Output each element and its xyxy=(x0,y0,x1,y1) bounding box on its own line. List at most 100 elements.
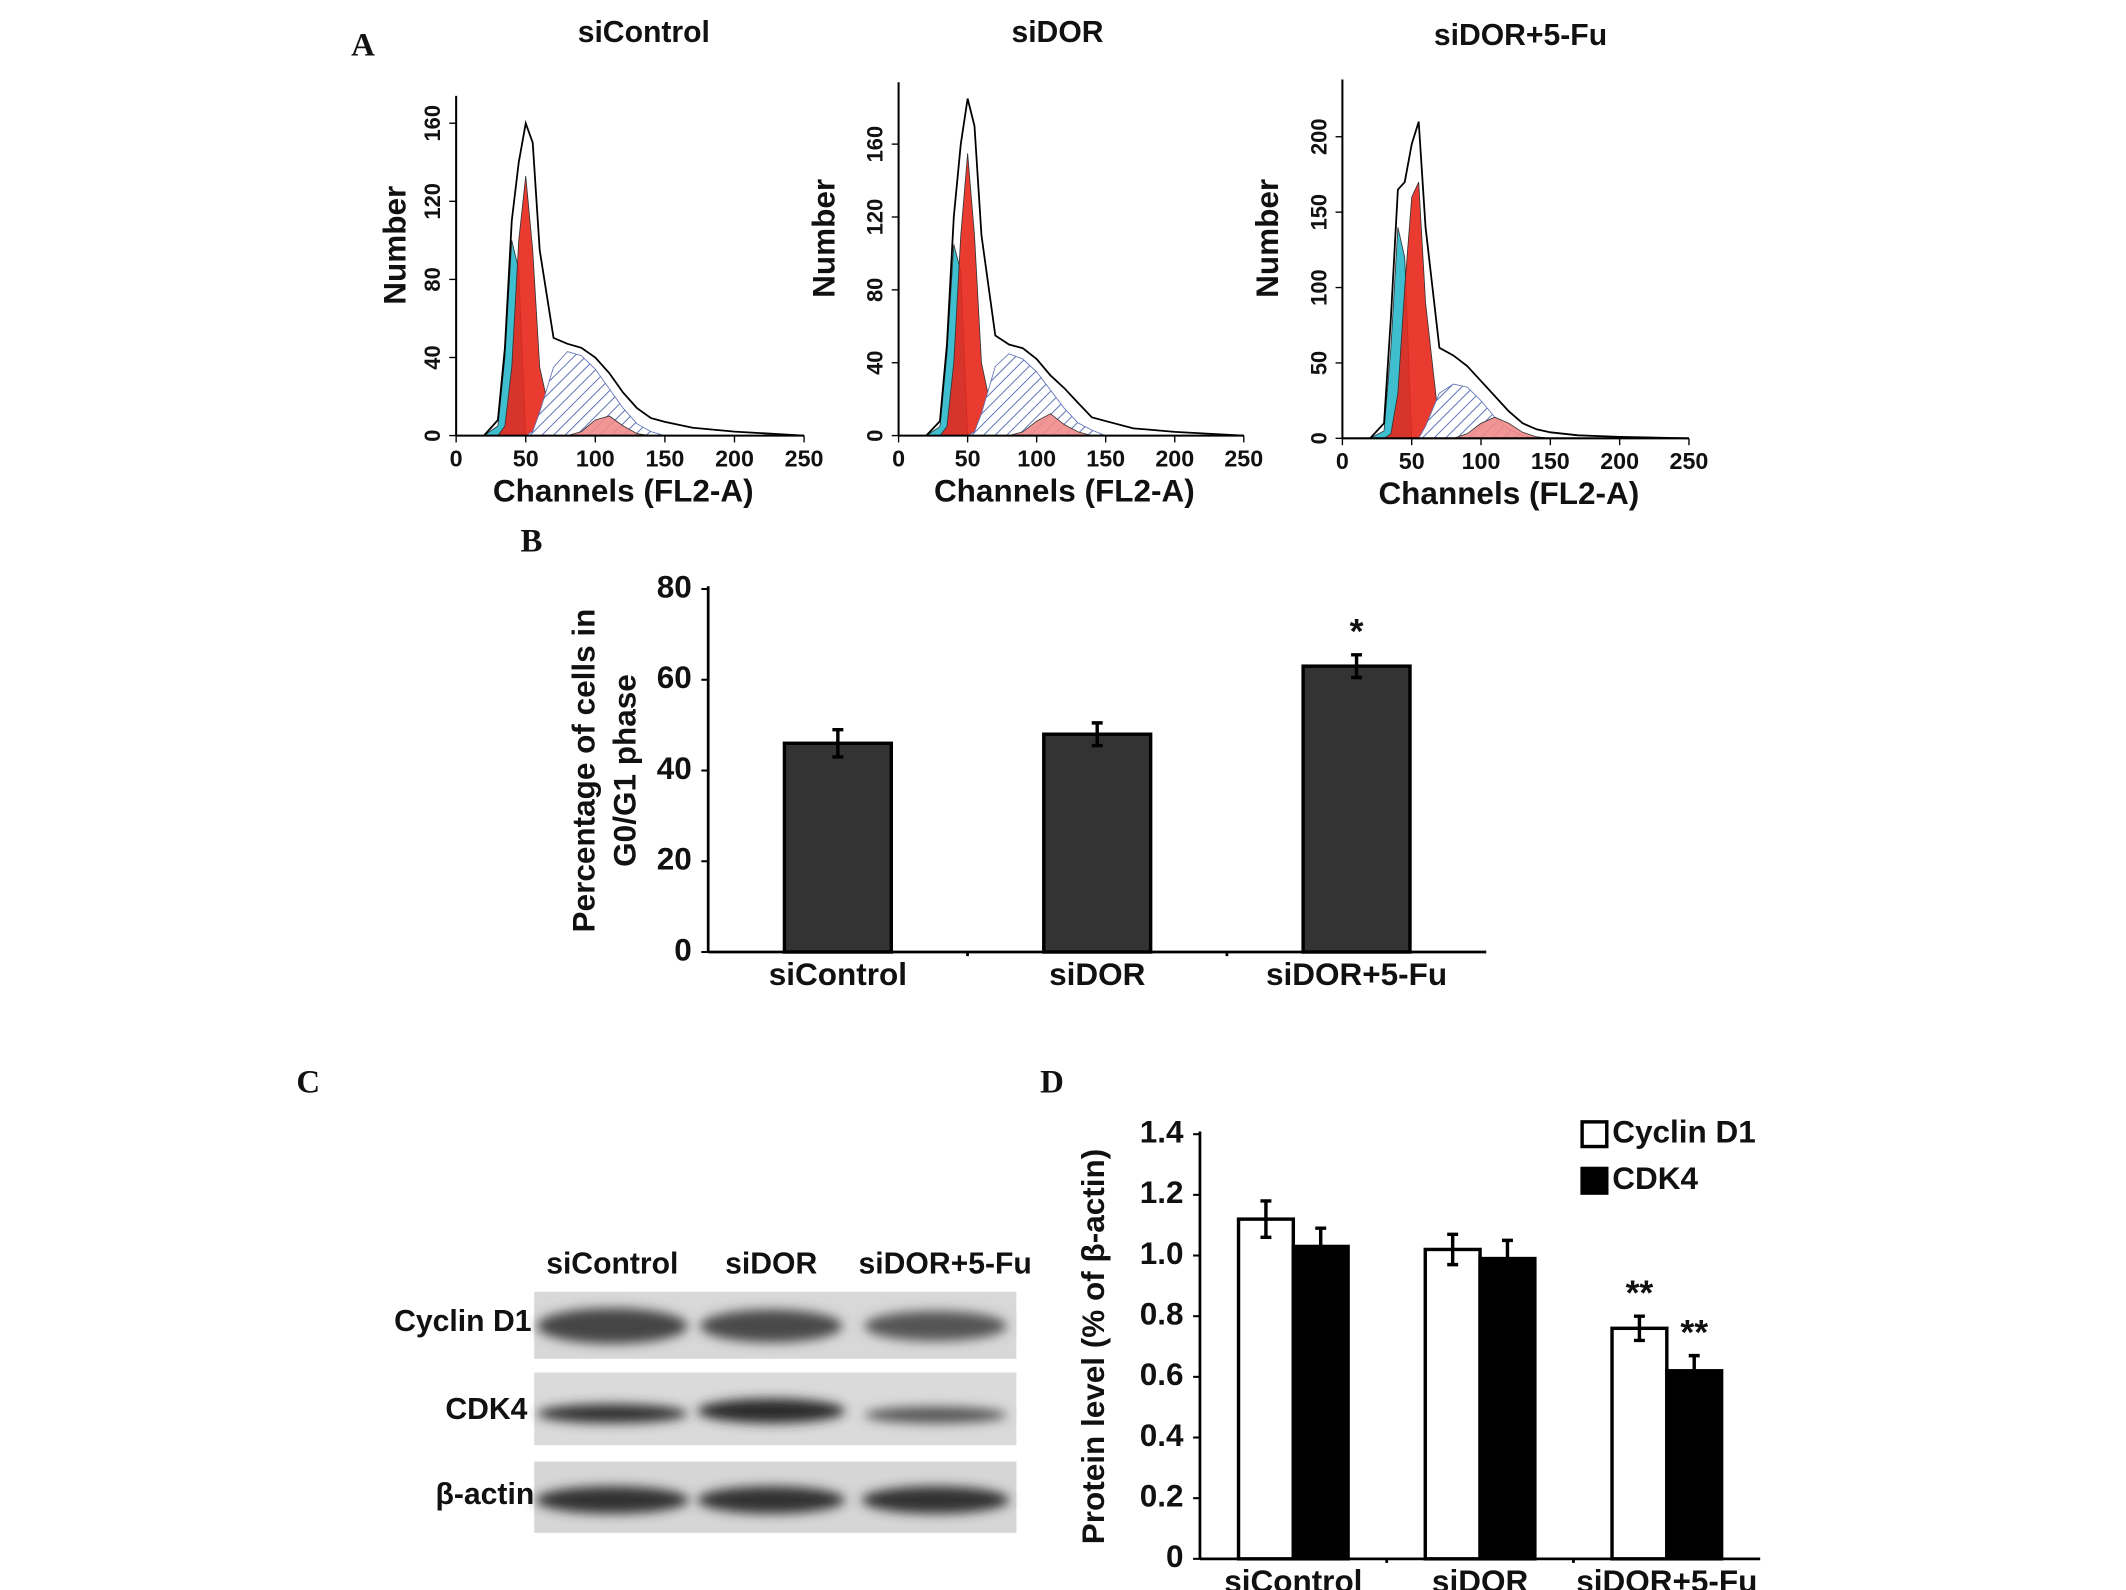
x-tick-label: siDOR xyxy=(1432,1563,1529,1590)
lane-label: siDOR xyxy=(725,1248,817,1281)
significance-label: * xyxy=(1350,612,1364,652)
y-tick-label: 0.6 xyxy=(1140,1356,1184,1392)
legend-swatch xyxy=(1580,1120,1609,1149)
significance-label: ** xyxy=(1680,1312,1708,1352)
y-tick-label: 40 xyxy=(862,351,887,375)
y-axis-label: Number xyxy=(1249,179,1285,298)
legend-swatch xyxy=(1580,1166,1609,1195)
row-label: CDK4 xyxy=(445,1393,527,1426)
row-label: Cyclin D1 xyxy=(394,1305,531,1338)
x-tick-label: 0 xyxy=(892,445,905,471)
y-tick-label: 1.4 xyxy=(1140,1114,1184,1150)
y-tick-label: 80 xyxy=(657,568,692,604)
band xyxy=(861,1486,1010,1514)
y-tick-label: 100 xyxy=(1306,269,1331,306)
x-tick-label: 0 xyxy=(1336,448,1349,474)
y-tick-label: 0 xyxy=(1166,1538,1184,1574)
x-tick-label: 100 xyxy=(576,445,615,471)
y-tick-label: 0 xyxy=(420,430,445,442)
y-axis-label: G0/G1 phase xyxy=(607,674,643,867)
x-tick-label: 0 xyxy=(450,445,463,471)
area xyxy=(926,153,1244,437)
y-tick-label: 40 xyxy=(657,750,692,786)
x-tick-label: 150 xyxy=(1086,445,1125,471)
significance-label: ** xyxy=(1626,1273,1654,1313)
error-bar xyxy=(1260,1199,1272,1240)
bar xyxy=(1610,1326,1669,1561)
band xyxy=(536,1308,688,1344)
x-tick-label: 200 xyxy=(715,445,754,471)
envelope-line xyxy=(1369,121,1689,440)
band xyxy=(536,1404,688,1424)
western-blot: siControl siDOR siDOR+5-Fu Cyclin D1 CDK… xyxy=(394,1248,1032,1533)
y-tick-label: 60 xyxy=(657,659,692,695)
x-tick-label: 50 xyxy=(513,445,539,471)
x-tick-label: siControl xyxy=(769,956,907,992)
x-tick-label: 250 xyxy=(1224,445,1263,471)
lane-label: siControl xyxy=(546,1248,678,1281)
area xyxy=(483,175,805,437)
x-tick-label: 50 xyxy=(955,445,981,471)
figure-body: A B C D siControl siDOR siDOR+5-Fu Cycli… xyxy=(296,16,1761,1590)
y-axis-label: Protein level (% of β-actin) xyxy=(1075,1149,1111,1545)
y-tick-label: 20 xyxy=(657,841,692,877)
error-bar xyxy=(1315,1226,1327,1267)
y-tick-label: 0.8 xyxy=(1140,1296,1184,1332)
y-tick-label: 0.2 xyxy=(1140,1477,1184,1513)
panel-label: C xyxy=(296,1064,320,1100)
y-tick-label: 50 xyxy=(1306,351,1331,375)
x-tick-label: 250 xyxy=(785,445,824,471)
y-tick-label: 1.0 xyxy=(1140,1235,1184,1271)
bar xyxy=(782,741,893,954)
y-tick-label: 160 xyxy=(420,105,445,142)
x-tick-label: 50 xyxy=(1399,448,1425,474)
y-tick-label: 0 xyxy=(1306,432,1331,444)
envelope-line xyxy=(925,98,1244,437)
y-tick-label: 80 xyxy=(862,278,887,302)
y-tick-label: 0 xyxy=(862,430,887,442)
error-bar xyxy=(1091,721,1103,748)
blot-bands xyxy=(535,1308,1010,1514)
x-axis-label: Channels (FL2-A) xyxy=(493,472,754,508)
panel-label: A xyxy=(351,27,375,63)
band xyxy=(535,1486,690,1514)
band xyxy=(699,1309,843,1343)
band xyxy=(864,1310,1007,1342)
bar xyxy=(1236,1217,1296,1561)
x-tick-label: 100 xyxy=(1017,445,1056,471)
bar xyxy=(1291,1244,1350,1561)
bar xyxy=(1423,1247,1482,1561)
y-tick-label: 1.2 xyxy=(1140,1174,1184,1210)
panel-label: B xyxy=(521,523,543,559)
x-tick-label: siDOR+5-Fu xyxy=(1266,956,1447,992)
row-label: β-actin xyxy=(435,1478,534,1511)
y-tick-label: 120 xyxy=(862,199,887,236)
error-bar xyxy=(1633,1314,1645,1343)
x-tick-label: 200 xyxy=(1600,448,1639,474)
y-axis-label: Percentage of cells in xyxy=(566,609,602,933)
error-bar xyxy=(1501,1238,1513,1279)
envelope-line xyxy=(483,119,805,437)
y-tick-label: 0 xyxy=(674,931,692,967)
band xyxy=(864,1406,1007,1424)
y-tick-label: 0.4 xyxy=(1140,1417,1184,1453)
chart-title: siControl xyxy=(578,16,710,49)
x-tick-label: 150 xyxy=(645,445,684,471)
y-tick-label: 200 xyxy=(1306,118,1331,155)
error-bar xyxy=(1351,653,1363,680)
x-axis-label: Channels (FL2-A) xyxy=(934,472,1195,508)
bar xyxy=(1042,732,1153,954)
error-bar xyxy=(1688,1353,1700,1388)
error-bar xyxy=(832,727,844,759)
y-tick-label: 80 xyxy=(420,267,445,291)
x-tick-label: 200 xyxy=(1155,445,1194,471)
x-axis-label: Channels (FL2-A) xyxy=(1378,475,1639,511)
bar xyxy=(1665,1369,1724,1561)
x-tick-label: siControl xyxy=(1224,1563,1362,1590)
y-tick-label: 150 xyxy=(1306,194,1331,231)
x-tick-label: 150 xyxy=(1531,448,1570,474)
error-bar xyxy=(1447,1232,1459,1267)
band xyxy=(697,1398,846,1424)
